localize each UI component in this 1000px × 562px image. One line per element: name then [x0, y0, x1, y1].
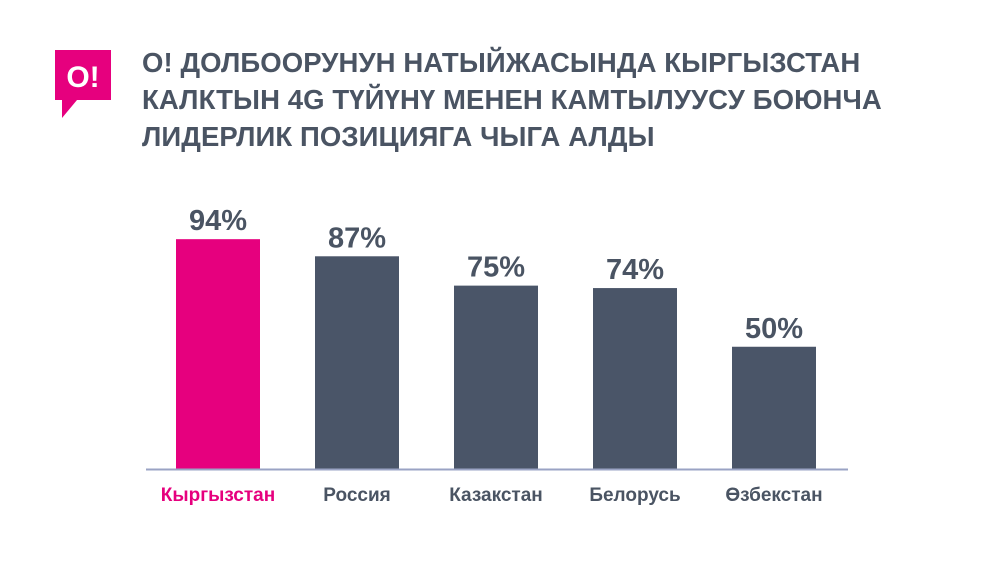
title-line-1: О! ДОЛБООРУНУН НАТЫЙЖАСЫНДА КЫРГЫЗСТАН	[142, 47, 861, 78]
category-label: Кыргызстан	[161, 485, 275, 506]
title-line-3: ЛИДЕРЛИК ПОЗИЦИЯГА ЧЫГА АЛДЫ	[142, 121, 655, 152]
bar	[315, 256, 399, 469]
category-label: Өзбекстан	[725, 485, 822, 506]
page-title: О! ДОЛБООРУНУН НАТЫЙЖАСЫНДА КЫРГЫЗСТАН К…	[142, 44, 962, 155]
category-label: Белорусь	[589, 485, 680, 506]
bar	[454, 285, 538, 469]
data-label: 87%	[328, 222, 386, 254]
data-label: 74%	[606, 254, 664, 286]
title-line-2: КАЛКТЫН 4G ТҮЙҮНҮ МЕНЕН КАМТЫЛУУСУ БОЮНЧ…	[142, 84, 882, 115]
data-label: 94%	[189, 205, 247, 237]
speech-bubble-logo-icon: O!	[55, 50, 111, 118]
data-label: 75%	[467, 252, 525, 284]
logo-text: O!	[66, 61, 99, 94]
category-label: Казакстан	[449, 485, 543, 506]
bar	[593, 288, 677, 469]
brand-logo: O!	[55, 50, 111, 120]
bar	[176, 239, 260, 469]
bar	[732, 346, 816, 469]
category-label: Россия	[323, 485, 390, 506]
data-label: 50%	[745, 313, 803, 345]
